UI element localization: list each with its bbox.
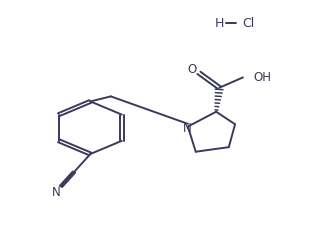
Text: N: N (52, 185, 61, 198)
Text: Cl: Cl (243, 17, 255, 30)
Text: O: O (187, 63, 197, 76)
Text: OH: OH (253, 71, 271, 84)
Text: N: N (183, 122, 192, 135)
Text: H: H (215, 17, 224, 30)
